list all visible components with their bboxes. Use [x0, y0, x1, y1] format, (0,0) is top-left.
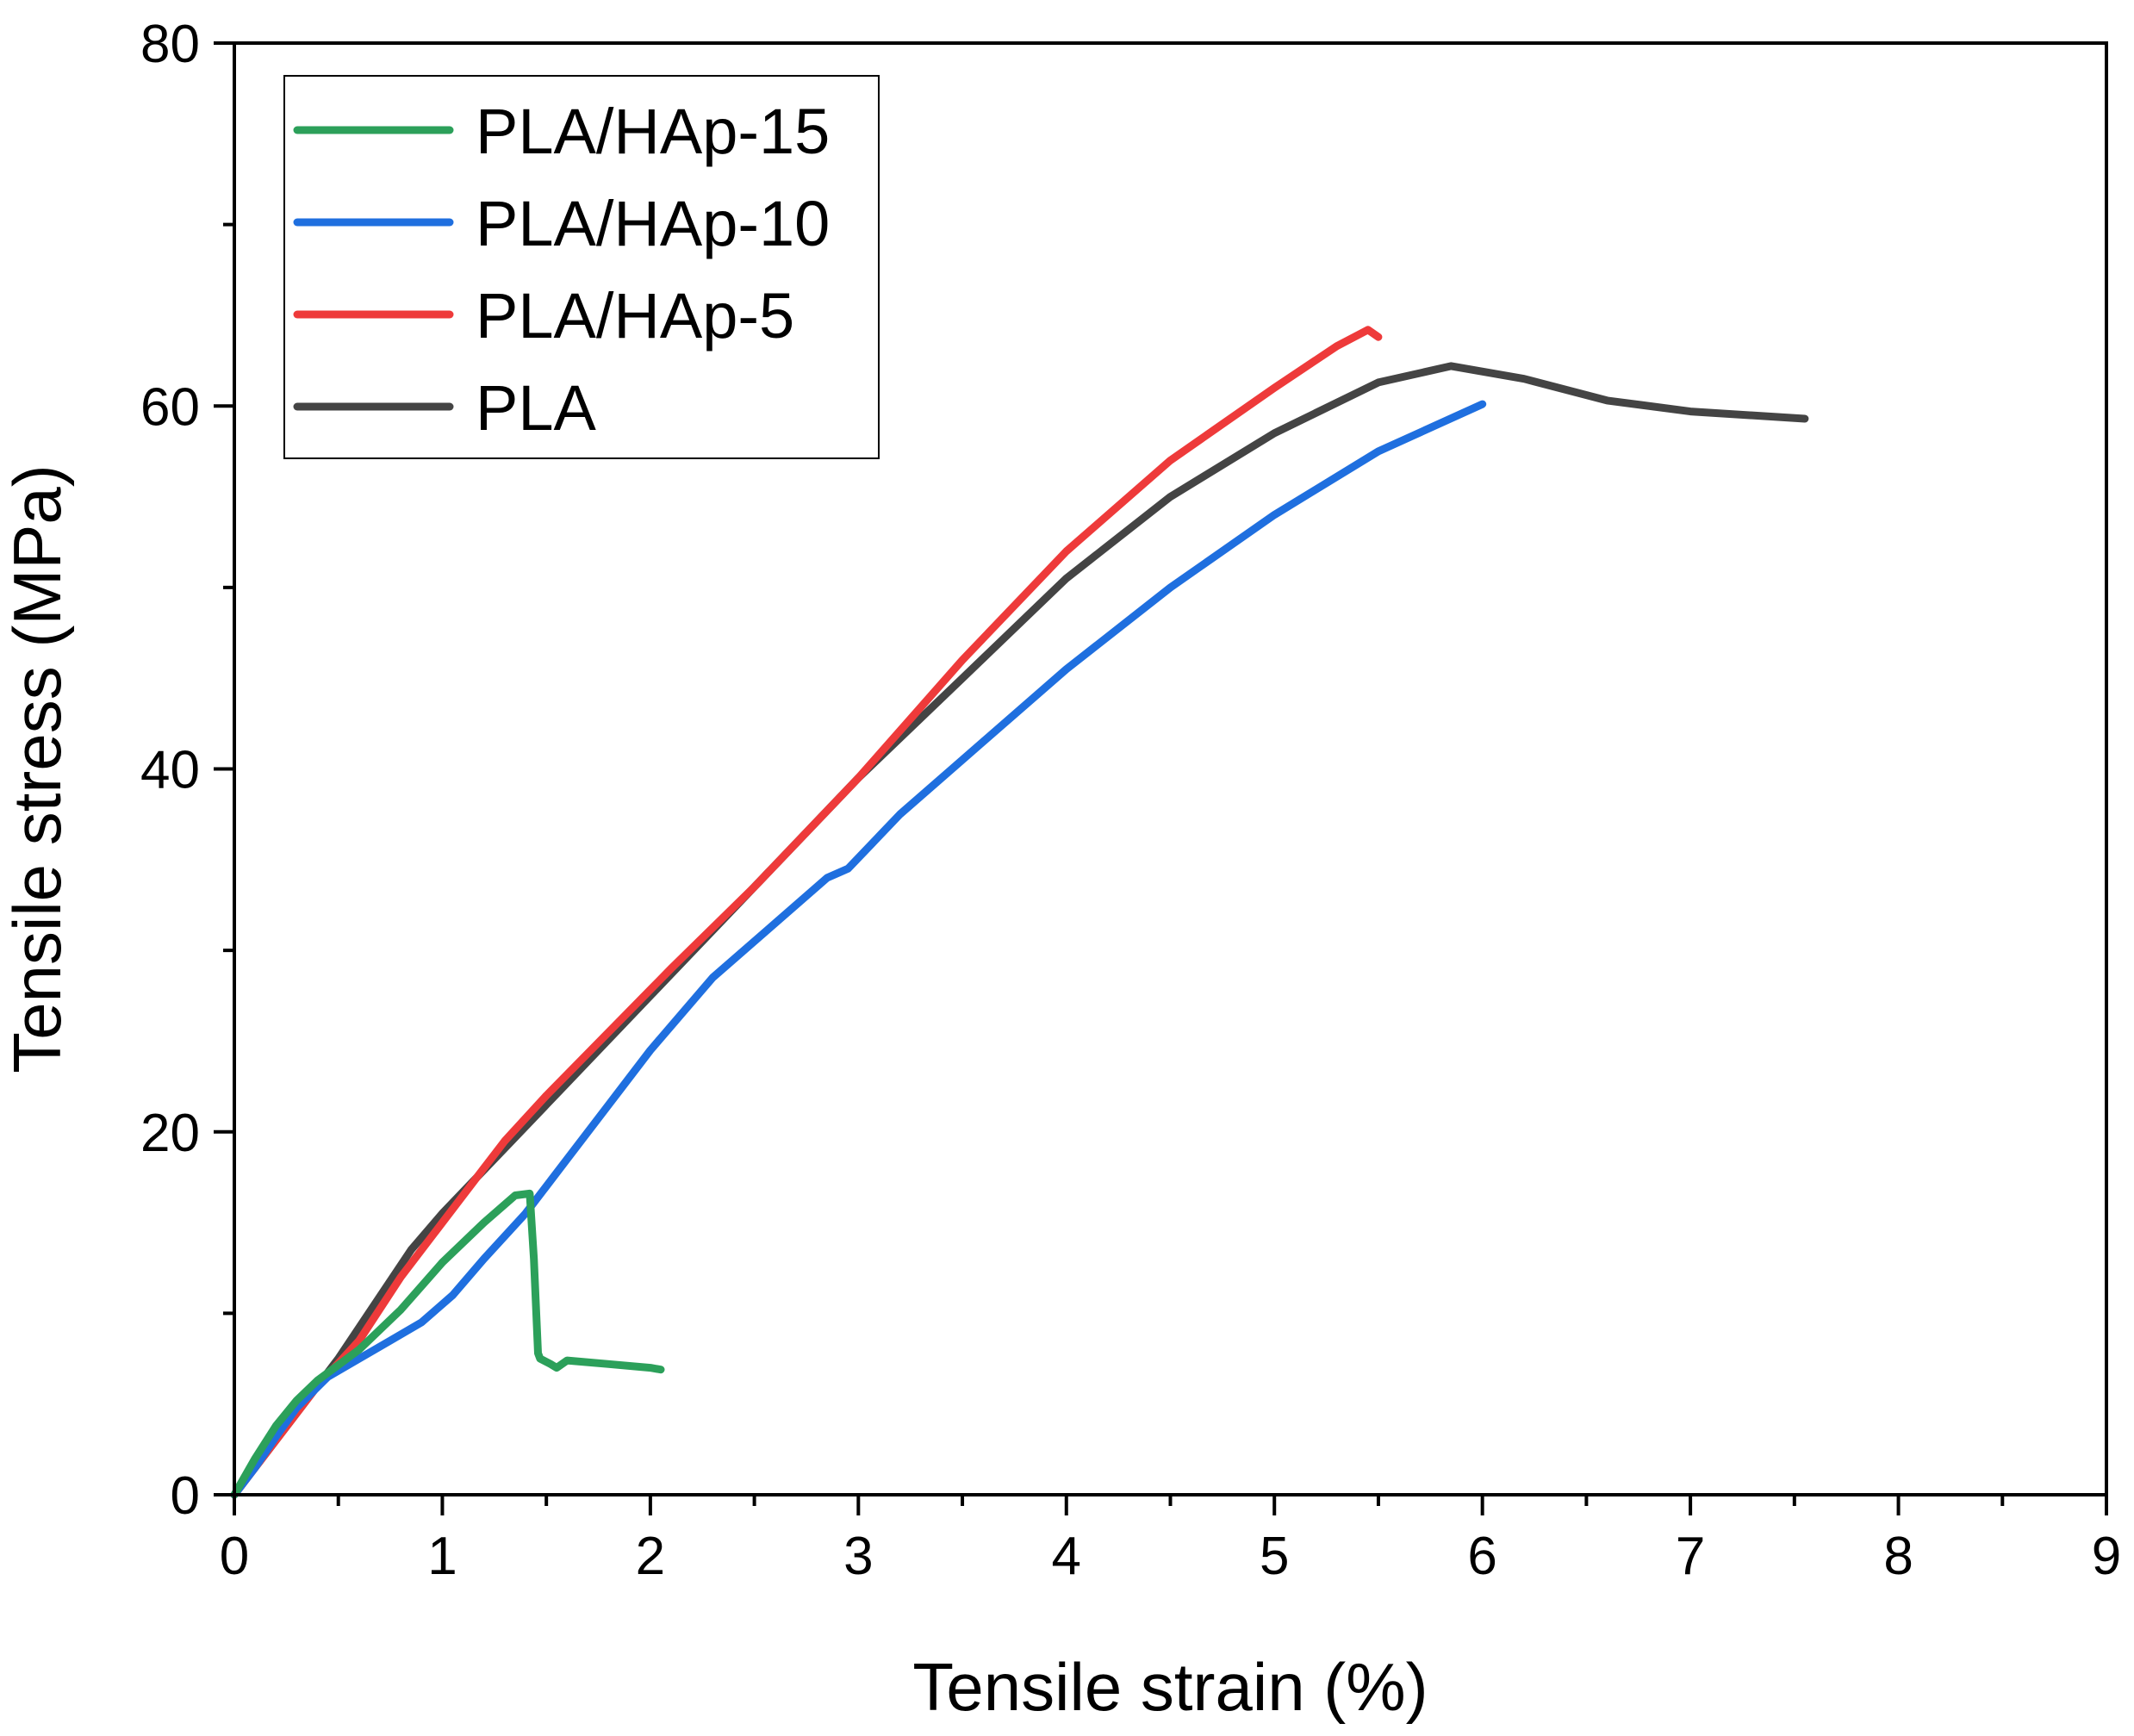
series-line-3 — [230, 326, 1383, 1499]
x-tick-label: 2 — [636, 1527, 665, 1586]
x-tick-label: 6 — [1467, 1527, 1496, 1586]
plot-area — [230, 326, 1809, 1499]
x-tick-label: 1 — [427, 1527, 457, 1586]
x-tick-label: 8 — [1883, 1527, 1913, 1586]
legend-label-1: PLA/HAp-15 — [476, 96, 830, 167]
legend: PLA/HAp-15 PLA/HAp-10 PLA/HAp-5 PLA — [283, 75, 880, 459]
x-tick-label: 3 — [843, 1527, 873, 1586]
y-axis-title: Tensile stress (MPa) — [0, 464, 75, 1073]
y-tick-label: 0 — [171, 1466, 200, 1526]
y-tick-label: 20 — [140, 1104, 200, 1163]
legend-label-4: PLA — [476, 372, 597, 444]
y-tick-label: 60 — [140, 377, 200, 437]
series-line-2 — [230, 400, 1487, 1499]
x-axis-title: Tensile strain (%) — [912, 1649, 1428, 1725]
series-line-4 — [230, 362, 1809, 1499]
x-tick-label: 9 — [2092, 1527, 2121, 1586]
axes: 0 1 2 3 4 5 6 7 8 9 0 20 40 60 80 — [140, 15, 2121, 1586]
x-tick-label: 0 — [220, 1527, 249, 1586]
x-tick-label: 4 — [1052, 1527, 1081, 1586]
legend-label-2: PLA/HAp-10 — [476, 188, 830, 259]
x-tick-label: 5 — [1260, 1527, 1289, 1586]
legend-box — [283, 75, 880, 459]
legend-label-3: PLA/HAp-5 — [476, 280, 794, 352]
x-tick-label: 7 — [1676, 1527, 1705, 1586]
y-tick-label: 40 — [140, 741, 200, 800]
y-tick-label: 80 — [140, 15, 200, 74]
series-line-1 — [230, 1189, 665, 1499]
